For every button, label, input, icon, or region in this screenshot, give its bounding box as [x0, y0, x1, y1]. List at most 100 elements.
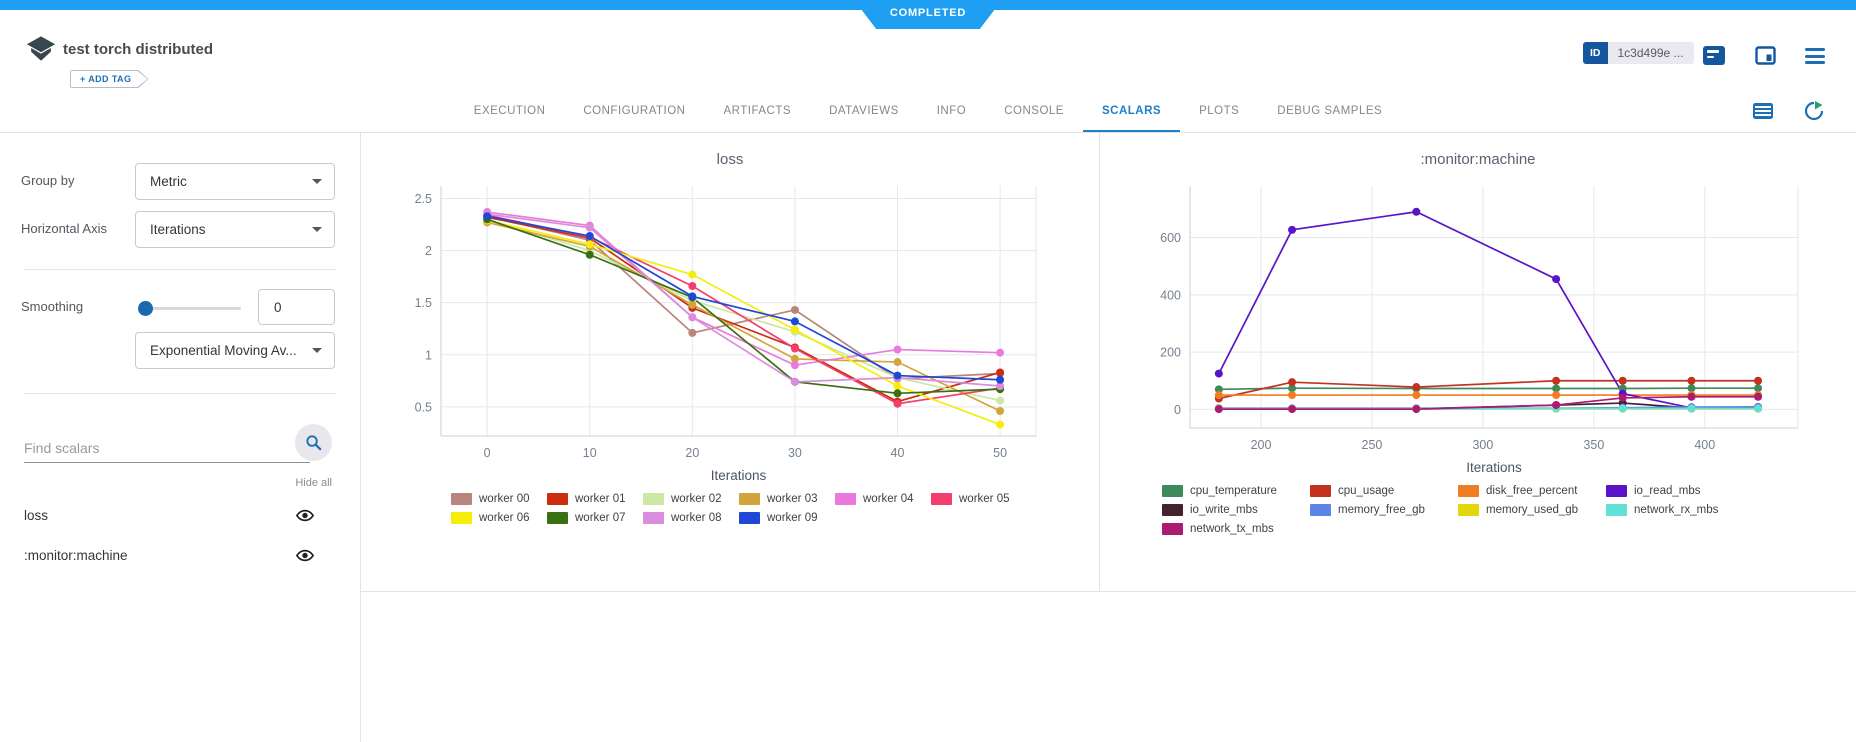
legend-swatch — [1310, 504, 1331, 516]
chevron-down-icon — [312, 348, 322, 353]
svg-text:1: 1 — [425, 348, 432, 362]
x-axis-label: Iterations — [1466, 460, 1522, 475]
smoothing-label: Smoothing — [21, 299, 84, 314]
add-tag-button[interactable]: + ADD TAG — [70, 70, 148, 88]
legend-label: worker 06 — [479, 512, 530, 524]
divider — [24, 393, 336, 394]
legend-swatch — [1162, 485, 1183, 497]
legend-label: worker 05 — [959, 493, 1010, 505]
legend-item-cpu_temperature[interactable]: cpu_temperature — [1162, 485, 1310, 497]
loss-chart-legend: worker 00 worker 01 worker 02 worker 03 work… — [451, 493, 1031, 524]
tab-plots[interactable]: PLOTS — [1199, 105, 1240, 117]
legend-item-worker-07[interactable]: worker 07 — [547, 512, 643, 524]
svg-text:350: 350 — [1583, 438, 1604, 452]
tab-console[interactable]: CONSOLE — [1004, 105, 1064, 117]
find-scalars-input[interactable] — [24, 433, 310, 463]
tabs-toolbar — [1753, 101, 1824, 121]
legend-item-worker-00[interactable]: worker 00 — [451, 493, 547, 505]
legend-swatch — [643, 493, 664, 505]
legend-item-cpu_usage[interactable]: cpu_usage — [1310, 485, 1458, 497]
id-badge: ID — [1583, 42, 1608, 64]
smoothing-slider[interactable] — [138, 301, 241, 316]
loss-chart-plot[interactable]: 0.5 1 1.5 2 2.5 0 10 20 30 40 50 — [391, 180, 1052, 466]
svg-text:30: 30 — [788, 446, 802, 460]
group-by-value: Metric — [150, 174, 187, 189]
auto-refresh-icon[interactable] — [1804, 101, 1824, 121]
search-button[interactable] — [295, 424, 332, 461]
svg-text:50: 50 — [993, 446, 1007, 460]
id-value: 1c3d499e ... — [1607, 42, 1694, 64]
tab-execution[interactable]: EXECUTION — [473, 105, 546, 117]
details-panel-icon[interactable] — [1755, 46, 1776, 70]
tab-dataviews[interactable]: DATAVIEWS — [829, 105, 899, 117]
legend-label: network_tx_mbs — [1190, 523, 1274, 535]
group-by-select[interactable]: Metric — [135, 163, 335, 200]
horizontal-axis-select[interactable]: Iterations — [135, 211, 335, 248]
machine-chart-legend: cpu_temperature cpu_usage disk_free_percen… — [1162, 485, 1762, 535]
menu-bar — [1805, 54, 1825, 58]
legend-item-memory_free_gb[interactable]: memory_free_gb — [1310, 504, 1458, 516]
smoothing-slider-thumb[interactable] — [138, 301, 153, 316]
eye-icon[interactable] — [296, 509, 314, 522]
menu-bar — [1805, 61, 1825, 64]
legend-item-worker-02[interactable]: worker 02 — [643, 493, 739, 505]
legend-label: worker 02 — [671, 493, 722, 505]
legend-label: cpu_temperature — [1190, 485, 1277, 497]
legend-label: io_read_mbs — [1634, 485, 1701, 497]
legend-item-network_rx_mbs[interactable]: network_rx_mbs — [1606, 504, 1754, 516]
legend-label: memory_free_gb — [1338, 504, 1425, 516]
scalars-sidebar: Group by Metric Horizontal Axis Iteratio… — [0, 133, 361, 742]
eye-icon[interactable] — [296, 549, 314, 562]
legend-item-worker-06[interactable]: worker 06 — [451, 512, 547, 524]
tab-artifacts[interactable]: ARTIFACTS — [723, 105, 792, 117]
legend-item-disk_free_percent[interactable]: disk_free_percent — [1458, 485, 1606, 497]
legend-item-worker-08[interactable]: worker 08 — [643, 512, 739, 524]
svg-text:10: 10 — [583, 446, 597, 460]
legend-item-memory_used_gb[interactable]: memory_used_gb — [1458, 504, 1606, 516]
legend-item-worker-09[interactable]: worker 09 — [739, 512, 835, 524]
legend-swatch — [547, 493, 568, 505]
charts-row: loss 0.5 1 1.5 2 2.5 0 10 20 30 40 50 Iterations w… — [361, 133, 1856, 592]
smoothing-type-select[interactable]: Exponential Moving Av... — [135, 332, 335, 369]
menu-icon[interactable] — [1805, 48, 1825, 64]
svg-text:2: 2 — [425, 244, 432, 258]
hide-all-link[interactable]: Hide all — [295, 477, 332, 489]
legend-item-network_tx_mbs[interactable]: network_tx_mbs — [1162, 523, 1310, 535]
legend-label: worker 09 — [767, 512, 818, 524]
legend-swatch — [643, 512, 664, 524]
svg-text:20: 20 — [685, 446, 699, 460]
table-view-icon[interactable] — [1753, 103, 1773, 119]
legend-item-worker-05[interactable]: worker 05 — [931, 493, 1027, 505]
table-row-line — [1755, 110, 1771, 112]
tab-info[interactable]: INFO — [936, 105, 967, 117]
machine-chart-plot[interactable]: 0 200 400 600 200 250 300 350 400 — [1128, 180, 1814, 458]
tab-debug-samples[interactable]: DEBUG SAMPLES — [1277, 105, 1383, 117]
legend-label: worker 08 — [671, 512, 722, 524]
legend-item-io_read_mbs[interactable]: io_read_mbs — [1606, 485, 1754, 497]
scalar-row--monitor-machine: :monitor:machine — [0, 535, 360, 575]
smoothing-value-input[interactable] — [258, 289, 335, 325]
experiment-type-icon — [26, 35, 56, 67]
legend-item-worker-03[interactable]: worker 03 — [739, 493, 835, 505]
legend-swatch — [739, 512, 760, 524]
svg-text:600: 600 — [1160, 231, 1181, 245]
svg-text:400: 400 — [1694, 438, 1715, 452]
legend-swatch — [1310, 485, 1331, 497]
machine-chart-panel: :monitor:machine 0 200 400 600 200 250 300 350 4… — [1100, 133, 1856, 591]
experiment-id[interactable]: ID 1c3d499e ... — [1583, 42, 1694, 64]
table-row-line — [1755, 106, 1771, 108]
legend-swatch — [739, 493, 760, 505]
loss-chart-panel: loss 0.5 1 1.5 2 2.5 0 10 20 30 40 50 Iterations w… — [361, 133, 1100, 591]
comment-icon[interactable] — [1703, 46, 1725, 65]
legend-item-worker-01[interactable]: worker 01 — [547, 493, 643, 505]
legend-swatch — [547, 512, 568, 524]
tab-configuration[interactable]: CONFIGURATION — [583, 105, 686, 117]
svg-text:200: 200 — [1160, 346, 1181, 360]
legend-item-worker-04[interactable]: worker 04 — [835, 493, 931, 505]
legend-item-io_write_mbs[interactable]: io_write_mbs — [1162, 504, 1310, 516]
horizontal-axis-label: Horizontal Axis — [21, 221, 107, 236]
tab-scalars[interactable]: SCALARS — [1083, 90, 1180, 132]
legend-swatch — [1458, 485, 1479, 497]
group-by-label: Group by — [21, 173, 75, 188]
legend-label: io_write_mbs — [1190, 504, 1258, 516]
